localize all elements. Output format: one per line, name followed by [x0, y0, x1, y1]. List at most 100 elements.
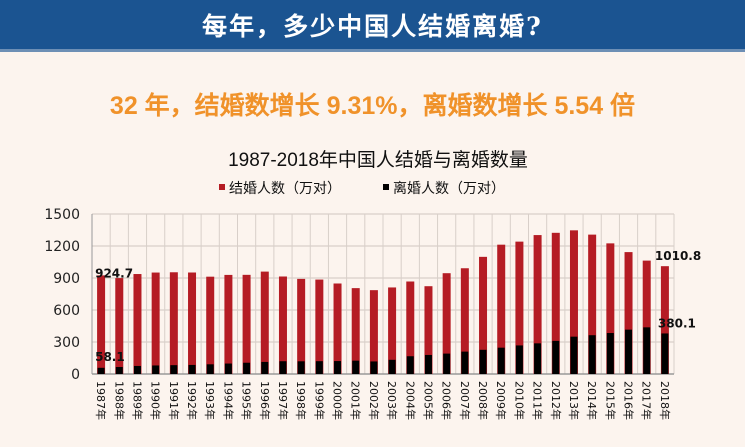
- bar-marriage: [133, 274, 142, 374]
- bar-divorce: [170, 365, 178, 374]
- bar-marriage: [479, 256, 488, 374]
- bar-marriage: [442, 273, 451, 374]
- bar-divorce: [224, 363, 232, 374]
- x-tick-label: 2010年: [512, 381, 526, 420]
- bar-marriage: [260, 271, 269, 374]
- bar-divorce: [133, 365, 141, 374]
- bar-divorce: [297, 361, 305, 374]
- x-tick-label: 2007年: [458, 381, 472, 420]
- x-tick-label: 2005年: [421, 381, 435, 420]
- x-tick-label: 2003年: [385, 381, 399, 420]
- headline-subtitle: 32 年，结婚数增长 9.31%，离婚数增长 5.54 倍: [109, 92, 636, 120]
- bar-marriage: [660, 266, 669, 374]
- bar-marriage: [497, 244, 506, 374]
- bar-marriage: [424, 286, 433, 374]
- bar-divorce: [315, 361, 323, 374]
- bar-marriage: [351, 288, 360, 374]
- bar-marriage: [169, 272, 178, 374]
- legend-label-divorce: 离婚人数（万对）: [393, 180, 505, 197]
- legend: 结婚人数（万对） 离婚人数（万对）: [219, 180, 505, 197]
- bar-marriage: [333, 283, 342, 374]
- x-tick-label: 2002年: [367, 381, 381, 420]
- bar-divorce: [115, 367, 123, 374]
- bar-divorce: [606, 333, 614, 374]
- y-tick-label: 1200: [44, 239, 80, 255]
- bar-marriage: [569, 230, 578, 374]
- bar-marriage: [206, 276, 215, 374]
- bar-divorce: [643, 327, 651, 374]
- x-tick-label: 1989年: [130, 381, 144, 420]
- bar-divorce: [625, 329, 633, 374]
- bar-marriage: [624, 252, 633, 374]
- bar-marriage: [533, 235, 542, 374]
- header-title: 每年，多少中国人结婚离婚?: [202, 11, 543, 41]
- data-label-divorce-2018: 380.1: [658, 316, 696, 330]
- x-tick-label: 2008年: [476, 381, 490, 420]
- bar-divorce: [406, 356, 414, 374]
- x-tick-label: 2013年: [567, 381, 581, 420]
- x-tick-label: 1993年: [203, 381, 217, 420]
- bar-divorce: [479, 349, 487, 374]
- x-tick-label: 2004年: [403, 381, 417, 420]
- y-tick-label: 0: [71, 367, 80, 383]
- legend-swatch-divorce: [383, 184, 389, 190]
- bar-divorce: [370, 361, 378, 374]
- x-tick-label: 1998年: [294, 381, 308, 420]
- bar-divorce: [261, 361, 269, 374]
- chart-title: 1987-2018年中国人结婚与离婚数量: [228, 149, 528, 171]
- bar-marriage: [551, 232, 560, 374]
- bar-marriage: [388, 287, 397, 374]
- data-label-marriage-1987: 924.7: [95, 266, 133, 280]
- bar-marriage: [369, 290, 378, 374]
- bar-marriage: [115, 278, 124, 374]
- bar-divorce: [388, 359, 396, 374]
- legend-swatch-marriage: [219, 184, 225, 190]
- x-tick-label: 2014年: [585, 381, 599, 420]
- bar-divorce: [424, 354, 432, 374]
- y-tick-label: 1500: [44, 207, 80, 223]
- bar-divorce: [497, 347, 505, 374]
- bar-marriage: [151, 272, 160, 374]
- bar-marriage: [606, 243, 615, 374]
- bar-divorce: [152, 365, 160, 374]
- bar-divorce: [243, 362, 251, 374]
- bar-divorce: [334, 361, 342, 374]
- bar-marriage: [188, 272, 197, 374]
- x-tick-label: 2017年: [640, 381, 654, 420]
- bar-marriage: [315, 279, 324, 374]
- bar-divorce: [97, 367, 105, 374]
- bar-divorce: [279, 361, 287, 374]
- bar-divorce: [552, 340, 560, 374]
- x-tick-label: 2001年: [349, 381, 363, 420]
- data-label-marriage-2018: 1010.8: [655, 249, 701, 263]
- x-tick-label: 2015年: [603, 381, 617, 420]
- x-tick-label: 1992年: [185, 381, 199, 420]
- bar-marriage: [460, 268, 469, 374]
- x-tick-label: 1987年: [94, 381, 108, 420]
- x-tick-label: 1991年: [167, 381, 181, 420]
- x-tick-label: 1996年: [258, 381, 272, 420]
- x-tick-label: 1988年: [112, 381, 126, 420]
- bar-divorce: [570, 336, 578, 374]
- bar-marriage: [406, 281, 415, 374]
- x-tick-label: 2006年: [440, 381, 454, 420]
- data-label-divorce-1987: 58.1: [95, 350, 125, 364]
- x-tick-label: 1997年: [276, 381, 290, 420]
- bar-divorce: [461, 351, 469, 374]
- bar-divorce: [588, 335, 596, 374]
- bar-divorce: [534, 343, 542, 374]
- x-tick-label: 2000年: [331, 381, 345, 420]
- bar-marriage: [224, 274, 233, 374]
- bar-marriage: [242, 274, 251, 374]
- bar-divorce: [661, 333, 669, 374]
- bar-divorce: [443, 353, 451, 374]
- x-tick-label: 1999年: [312, 381, 326, 420]
- x-tick-label: 2018年: [658, 381, 672, 420]
- y-tick-label: 900: [53, 271, 80, 287]
- x-tick-label: 1995年: [240, 381, 254, 420]
- y-tick-label: 600: [53, 303, 80, 319]
- bar-divorce: [352, 360, 360, 374]
- bar-marriage: [97, 275, 106, 374]
- x-tick-label: 2016年: [622, 381, 636, 420]
